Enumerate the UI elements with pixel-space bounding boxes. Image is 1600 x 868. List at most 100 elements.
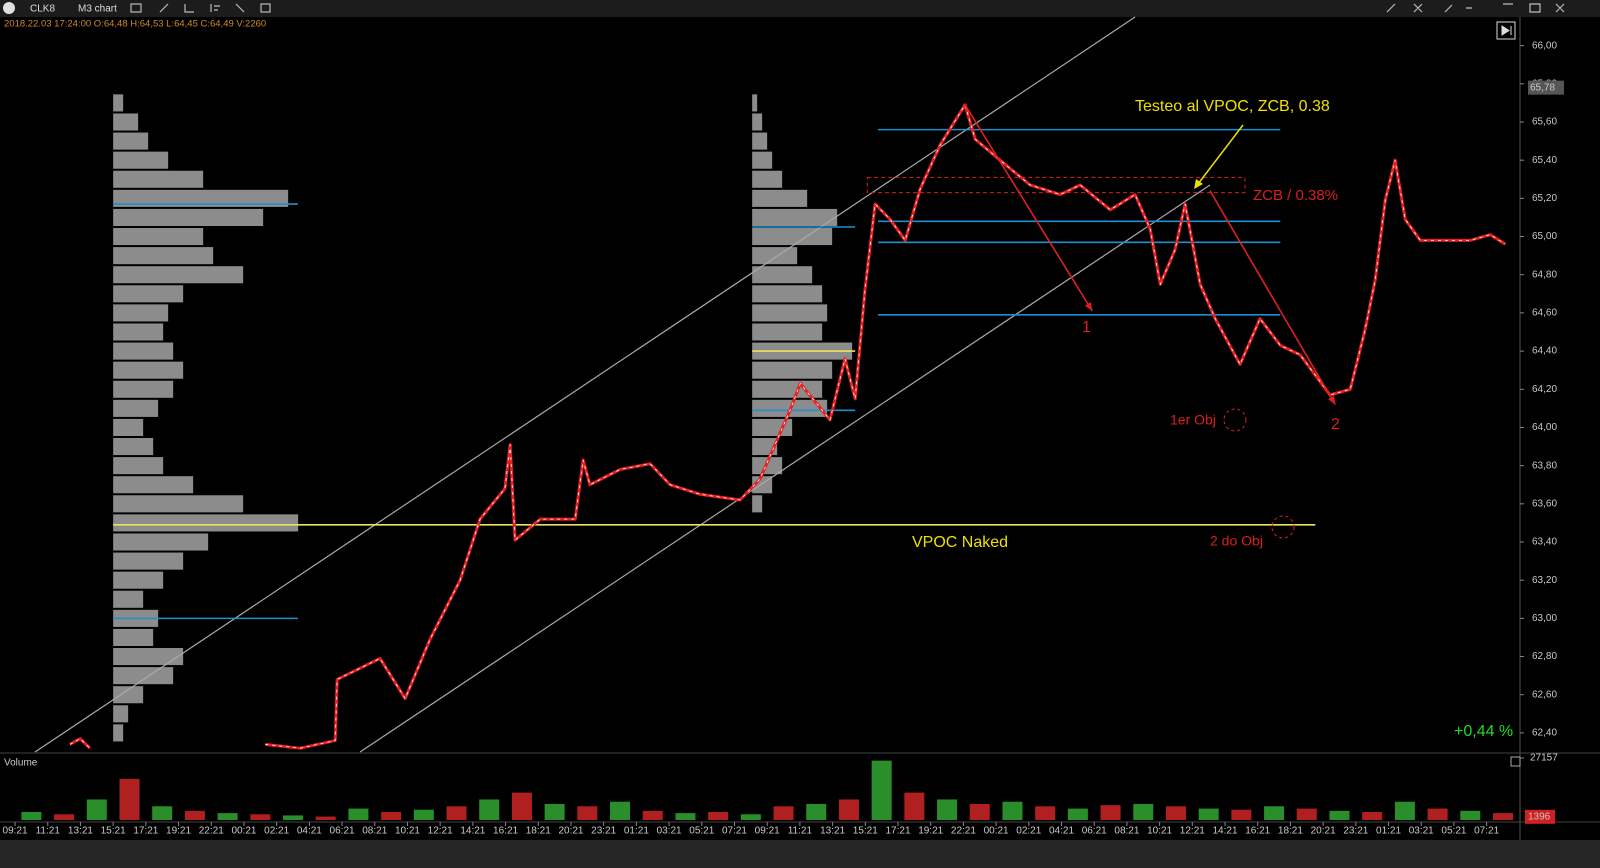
x-tick-label: 12:21 (428, 826, 453, 837)
profile-bar (113, 113, 139, 131)
volume-bar (1035, 806, 1056, 820)
y-tick-label: 63,80 (1532, 460, 1557, 471)
volume-bar (1427, 808, 1448, 820)
icon-layout[interactable] (210, 4, 220, 12)
y-tick-label: 64,20 (1532, 384, 1557, 395)
volume-bar (1492, 813, 1513, 820)
x-tick-label: 19:21 (166, 826, 191, 837)
profile-bar (752, 380, 823, 398)
profile-bar (752, 285, 823, 303)
x-tick-label: 17:21 (885, 826, 910, 837)
target-circle (1271, 515, 1295, 539)
profile-bar (113, 94, 124, 112)
x-tick-label: 14:21 (1213, 826, 1238, 837)
x-tick-label: 06:21 (1082, 826, 1107, 837)
volume-bar (740, 814, 761, 820)
app-logo[interactable] (3, 2, 15, 14)
price-line (69, 737, 91, 750)
icon-draw[interactable] (159, 3, 169, 13)
profile-bar (113, 476, 194, 494)
arrowhead (1084, 302, 1093, 311)
y-tick-label: 64,80 (1532, 269, 1557, 280)
x-tick-label: 07:21 (1474, 826, 1499, 837)
volume-last-label: 1396 (1528, 811, 1551, 822)
volume-bar (904, 792, 925, 820)
profile-bar (752, 247, 798, 265)
x-tick-label: 10:21 (1147, 826, 1172, 837)
chart-menu[interactable]: M3 chart (78, 4, 117, 15)
x-tick-label: 17:21 (133, 826, 158, 837)
x-tick-label: 04:21 (1049, 826, 1074, 837)
volume-bar (479, 799, 500, 820)
icon-display[interactable] (130, 3, 142, 13)
profile-bar (752, 151, 773, 169)
icon-indicators[interactable] (184, 4, 194, 13)
volume-bar (544, 804, 565, 820)
volume-close[interactable] (1510, 756, 1521, 767)
y-tick-label: 65,20 (1532, 193, 1557, 204)
profile-bar (113, 514, 299, 532)
volume-last-tag (1525, 809, 1555, 824)
window-controls[interactable] (1386, 3, 1565, 13)
volume-bar (610, 801, 631, 820)
volume-bar (511, 792, 532, 820)
profile-bar (752, 113, 763, 131)
y-tick-label: 64,60 (1532, 308, 1557, 319)
x-tick-label: 06:21 (330, 826, 355, 837)
x-tick-label: 13:21 (68, 826, 93, 837)
x-tick-label: 02:21 (264, 826, 289, 837)
volume-bar (577, 806, 598, 820)
annotation: 2 do Obj (1210, 533, 1263, 549)
profile-bar (113, 380, 174, 398)
annotation: 2 (1331, 416, 1340, 433)
x-tick-label: 07:21 (722, 826, 747, 837)
profile-bar (113, 686, 144, 704)
channel-line (34, 16, 1136, 753)
volume-bar (184, 810, 205, 820)
collapse-button[interactable] (1496, 21, 1516, 40)
target-arrow (964, 104, 1093, 312)
annotation: 1 (1082, 319, 1091, 336)
bar-info: 2018.22.03 17:24:00 O:64,48 H:64,53 L:64… (4, 19, 266, 30)
y-tick-label: 65,00 (1532, 231, 1557, 242)
profile-bar (113, 323, 164, 341)
volume-bar (1133, 804, 1154, 820)
volume-bar (1362, 812, 1383, 820)
profile-bar (752, 304, 828, 322)
toolbar-icons (130, 3, 1565, 13)
profile-bar (113, 648, 184, 666)
volume-bar (119, 778, 140, 820)
last-price-tag (1528, 80, 1564, 95)
y-tick-label: 66,00 (1532, 40, 1557, 51)
profile-bar (113, 247, 214, 265)
y-tick-label: 65,60 (1532, 117, 1557, 128)
profile-bar (113, 304, 169, 322)
symbol[interactable]: CLK8 (30, 4, 55, 15)
icon-cursor[interactable] (235, 3, 245, 13)
volume-bar (871, 760, 892, 820)
volume-bar (806, 804, 827, 820)
x-tick-label: 16:21 (493, 826, 518, 837)
profile-bar (113, 571, 164, 589)
icon-window[interactable] (260, 3, 271, 13)
profile-bar (113, 208, 264, 226)
x-tick-label: 19:21 (918, 826, 943, 837)
y-tick-label: 63,20 (1532, 575, 1557, 586)
profile-bar (113, 342, 174, 360)
profile-bar (113, 266, 244, 284)
y-tick-label: 62,80 (1532, 651, 1557, 662)
profile-bar (113, 170, 204, 188)
profile-bar (113, 132, 149, 150)
arrowhead (1328, 395, 1336, 405)
x-tick-label: 12:21 (1180, 826, 1205, 837)
profile-bar (752, 323, 823, 341)
change-label: +0,44 % (1454, 723, 1513, 740)
x-tick-label: 04:21 (297, 826, 322, 837)
x-tick-label: 03:21 (657, 826, 682, 837)
y-tick-label: 65,40 (1532, 155, 1557, 166)
profile-bar (113, 705, 129, 723)
profile-bar (113, 228, 204, 246)
x-tick-label: 08:21 (1114, 826, 1139, 837)
volume-bar (1296, 808, 1317, 820)
